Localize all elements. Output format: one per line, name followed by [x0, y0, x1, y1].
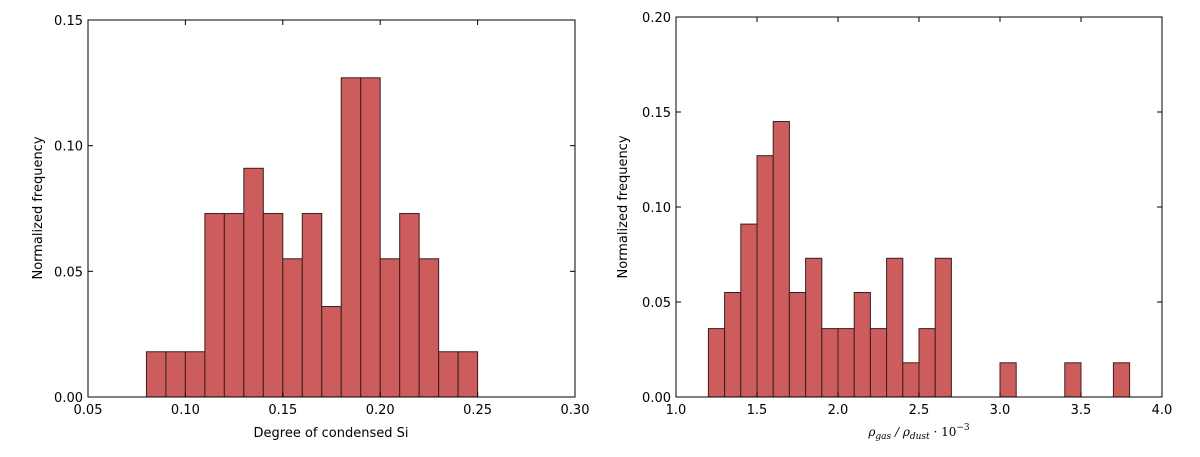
histogram-bar — [1112, 362, 1131, 398]
x-label-sub-dust: dust — [910, 432, 930, 442]
histogram-bar — [301, 213, 323, 398]
histogram-bar — [145, 351, 167, 398]
histogram-bar — [788, 292, 807, 398]
histogram-bar — [360, 77, 381, 398]
histogram-bar — [707, 328, 726, 398]
histogram-bar — [340, 77, 362, 398]
bars — [145, 77, 479, 398]
histogram-bar — [724, 292, 742, 398]
x-tick-label: 3.0 — [990, 403, 1011, 418]
histogram-bar — [902, 362, 920, 398]
bars — [707, 121, 1131, 398]
histogram-bar — [934, 257, 952, 398]
y-axis-label: Normalized frequency — [31, 136, 46, 279]
y-tick-label: 0.10 — [642, 201, 671, 216]
x-axis-label: Degree of condensed Si — [254, 426, 409, 441]
histogram-bar — [262, 213, 284, 398]
histogram-bar — [853, 292, 871, 398]
histogram-bar — [243, 167, 264, 398]
x-label-sub-gas: gas — [875, 432, 891, 442]
x-tick-label: 1.0 — [666, 403, 687, 418]
histogram-bar — [756, 155, 774, 398]
histogram-bar — [223, 213, 245, 398]
histogram-bar — [1064, 362, 1082, 398]
x-axis-label: ρgas / ρdust · 10−3 — [867, 423, 970, 442]
histogram-bar — [821, 328, 839, 398]
y-tick-label: 0.15 — [642, 106, 671, 121]
x-label-tail: · 10 — [930, 425, 957, 439]
histogram-bar — [740, 223, 758, 398]
histogram-bar — [418, 258, 440, 398]
plot-frame — [87, 19, 576, 398]
x-tick-label: 0.05 — [74, 403, 103, 418]
x-tick-label: 0.15 — [268, 403, 297, 418]
histogram-bar — [772, 121, 790, 398]
y-tick-label: 0.05 — [642, 296, 671, 311]
histogram-bar — [282, 258, 303, 398]
histogram-bar — [457, 351, 479, 398]
histogram-bar — [184, 351, 206, 398]
x-tick-label: 0.30 — [561, 403, 590, 418]
x-tick-label: 3.5 — [1071, 403, 1092, 418]
x-label-rho-1: ρ — [867, 425, 875, 439]
histogram-bar — [438, 351, 459, 398]
x-label-mid: / ρ — [891, 425, 910, 439]
histogram-bar — [204, 213, 225, 398]
x-tick-label: 2.5 — [909, 403, 930, 418]
y-tick-label: 0.20 — [642, 11, 671, 26]
histogram-bar — [837, 328, 855, 398]
y-tick-label: 0.10 — [54, 140, 83, 155]
y-tick-label: 0.15 — [54, 14, 83, 29]
x-tick-label: 0.20 — [366, 403, 395, 418]
histogram-bar — [999, 362, 1017, 398]
x-label-exponent: −3 — [956, 423, 970, 433]
histogram-bar — [805, 257, 823, 398]
x-tick-label: 2.0 — [828, 403, 849, 418]
y-axis-label: Normalized frequency — [616, 135, 631, 278]
histogram-bar — [918, 328, 936, 398]
y-tick-label: 0.00 — [54, 391, 83, 406]
axis-ticks: 0.05 0.10 0.15 0.20 0.25 0.300.000.050.100.15 — [54, 14, 589, 418]
x-tick-label: 1.5 — [747, 403, 768, 418]
histogram-bar — [165, 351, 186, 398]
y-tick-label: 0.00 — [642, 391, 671, 406]
histogram-bar — [886, 257, 904, 398]
x-tick-label: 0.25 — [463, 403, 492, 418]
histogram-bar — [399, 213, 420, 398]
histogram-bar — [321, 306, 342, 398]
histogram-condensed-si: 0.05 0.10 0.15 0.20 0.25 0.300.000.050.100.15… — [31, 14, 589, 441]
axis-ticks: 1.0 1.5 2.0 2.5 3.0 3.5 4.0 0.00 0.05 0.10 0.15 0.2… — [642, 11, 1172, 418]
y-tick-label: 0.05 — [54, 265, 83, 280]
histogram-bar — [379, 258, 401, 398]
x-tick-label: 0.10 — [171, 403, 200, 418]
x-tick-label: 4.0 — [1152, 403, 1173, 418]
histogram-gas-dust-ratio: 1.0 1.5 2.0 2.5 3.0 3.5 4.0 0.00 0.05 0.10 0.15 0.2… — [616, 11, 1172, 442]
histogram-bar — [869, 328, 888, 398]
